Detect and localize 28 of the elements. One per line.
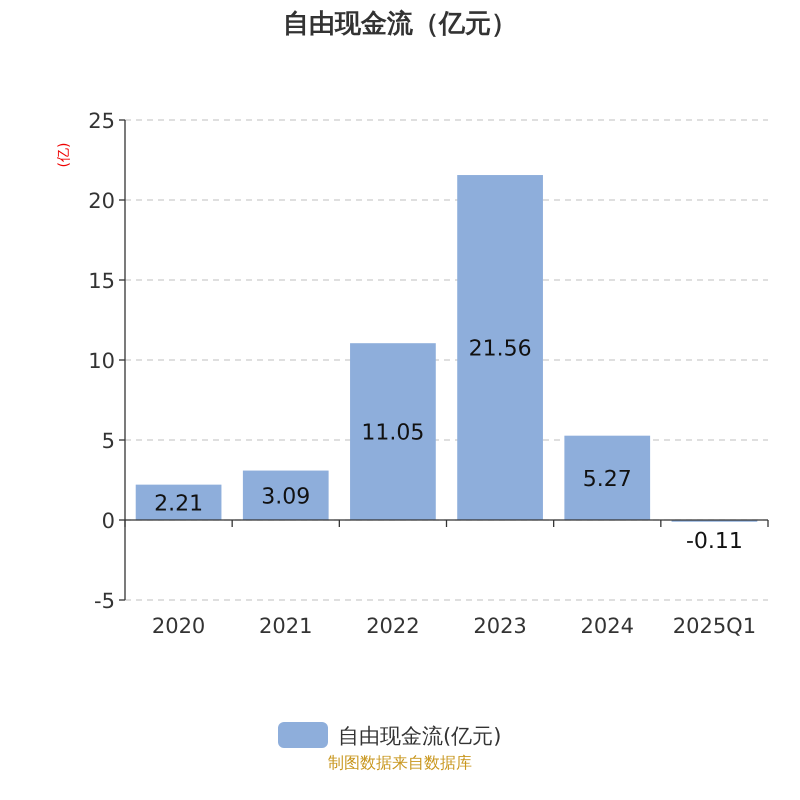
legend-label: 自由现金流(亿元) [338,724,502,748]
x-tick-label: 2021 [259,614,312,638]
data-label: 3.09 [261,484,310,510]
y-tick-label: 10 [88,349,115,373]
bar [564,436,650,520]
chart-title: 自由现金流（亿元） [283,9,517,39]
bar [136,484,222,520]
x-tick-label: 2022 [366,614,420,638]
text: 制图数据来自数据库 [328,753,472,772]
y-axis-title: (亿) [56,142,72,168]
bar [350,343,436,520]
x-tick-label: 2023 [473,614,527,638]
x-tick-label: 2020 [152,614,206,638]
y-tick-label: 15 [88,269,115,293]
data-label: 11.05 [361,420,424,446]
data-label: 2.21 [154,491,204,516]
data-label: 21.56 [468,336,532,362]
y-tick-label: 20 [88,189,115,213]
x-tick-label: 2024 [580,614,634,638]
bar [242,470,329,520]
y-tick-label: 25 [88,109,115,133]
y-tick-label: 5 [102,429,115,453]
bar [457,175,543,520]
y-tick-label: 0 [102,509,115,533]
data-label: -0.11 [686,528,743,554]
x-tick-label: 2025Q1 [672,614,756,638]
data-label: 5.27 [582,466,632,492]
y-tick-label: -5 [94,589,115,613]
